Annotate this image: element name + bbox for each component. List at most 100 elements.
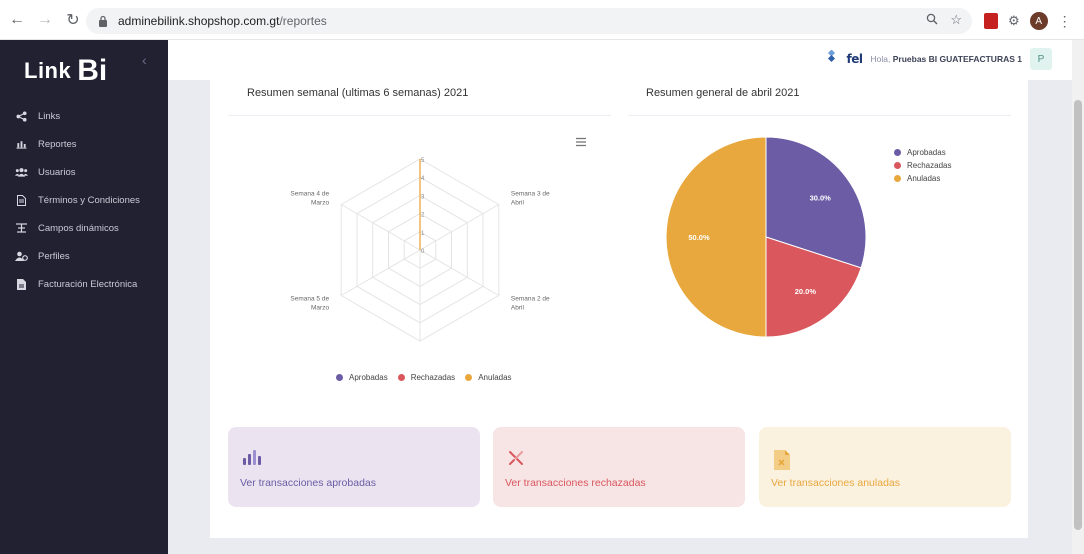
chart-menu-icon[interactable] (575, 134, 587, 152)
legend-dot-rechazadas (894, 162, 901, 169)
more-menu-icon[interactable]: ⋮ (1057, 12, 1072, 29)
zoom-icon[interactable] (926, 13, 938, 28)
weekly-summary-title: Resumen semanal (ultimas 6 semanas) 2021 (247, 87, 469, 99)
sidebar-item-perfiles[interactable]: Perfiles (0, 242, 168, 270)
extensions-icon[interactable]: ⚙ (1008, 13, 1020, 28)
approved-transactions-label: Ver transacciones aprobadas (240, 477, 377, 489)
legend-rechazadas[interactable]: Rechazadas (410, 373, 456, 382)
cross-icon (507, 449, 527, 469)
radar-spoke (340, 249, 421, 296)
legend-dot-anuladas (894, 175, 901, 182)
weekly-divider (228, 115, 611, 116)
legend-aprobadas[interactable]: Aprobadas (349, 373, 388, 382)
pdf-extension-icon[interactable] (984, 13, 998, 29)
sidebar-item-label: Reportes (38, 138, 77, 150)
share-icon (14, 109, 28, 123)
radar-tick-label: 4 (421, 176, 425, 182)
pie-legend-anuladas: Anuladas (907, 174, 941, 183)
pie-data-label: 20.0% (795, 287, 817, 296)
sidebar-item-terminos[interactable]: Términos y Condiciones (0, 186, 168, 214)
forward-icon[interactable]: → (37, 10, 53, 28)
scrollbar-thumb[interactable] (1074, 100, 1082, 530)
sidebar-item-label: Usuarios (38, 166, 76, 178)
sidebar-item-label: Links (38, 110, 61, 122)
page-scrollbar[interactable] (1072, 40, 1084, 554)
address-bar[interactable]: adminebilink.shopshop.com.gt/reportes ☆ (86, 8, 972, 34)
url-path: /reportes (279, 14, 327, 28)
top-header: fel Hola, Pruebas BI GUATEFACTURAS 1 P (168, 40, 1072, 80)
pie-legend-item[interactable]: Aprobadas (894, 148, 951, 157)
sidebar-item-label: Facturación Electrónica (38, 278, 138, 290)
pie-legend-rechazadas: Rechazadas (907, 161, 952, 170)
legend-anuladas[interactable]: Anuladas (478, 373, 512, 382)
logo-mark: Bi (77, 54, 108, 87)
approved-transactions-card[interactable]: Ver transacciones aprobadas (228, 427, 480, 507)
legend-dot-aprobadas (336, 374, 343, 381)
users-icon (14, 165, 28, 179)
sidebar-item-campos[interactable]: Campos dinámicos (0, 214, 168, 242)
sidebar-item-usuarios[interactable]: Usuarios (0, 158, 168, 186)
sidebar: Link Bi ‹ Links Reportes Usuarios Tér (0, 40, 168, 554)
pie-slice-aprobadas (765, 136, 867, 269)
general-divider (628, 115, 1011, 116)
reload-icon[interactable]: ↻ (66, 11, 80, 29)
pie-legend-item[interactable]: Rechazadas (894, 161, 951, 170)
canceled-transactions-label: Ver transacciones anuladas (771, 477, 900, 489)
logo[interactable]: Link Bi (24, 54, 107, 88)
radar-tick-label: 5 (421, 158, 425, 164)
sidebar-menu: Links Reportes Usuarios Términos y Condi… (0, 102, 168, 298)
sidebar-item-links[interactable]: Links (0, 102, 168, 130)
sidebar-item-label: Perfiles (38, 250, 70, 262)
user-avatar[interactable]: P (1030, 48, 1052, 70)
collapse-sidebar-icon[interactable]: ‹ (142, 52, 147, 68)
canceled-transactions-card[interactable]: Ver transacciones anuladas (759, 427, 1011, 507)
user-greeting: Hola, Pruebas BI GUATEFACTURAS 1 (870, 54, 1022, 64)
browser-toolbar: ← → ↻ adminebilink.shopshop.com.gt/repor… (0, 0, 1084, 40)
pie-data-label: 50.0% (688, 233, 710, 242)
document-icon (14, 193, 28, 207)
profile-avatar[interactable]: A (1029, 12, 1048, 30)
pie-chart: 30.0% 20.0% 50.0% (665, 136, 867, 338)
pie-data-label: 30.0% (810, 194, 832, 203)
lock-icon (96, 14, 110, 28)
star-icon[interactable]: ☆ (950, 12, 962, 27)
radar-category-label: Semana 5 de Marzo (290, 296, 329, 312)
radar-tick-label: 0 (421, 249, 425, 255)
radar-category-label: Semana 3 de Abril (511, 191, 550, 207)
radar-spoke (340, 204, 421, 251)
invoice-icon (14, 277, 28, 291)
sidebar-item-label: Términos y Condiciones (38, 194, 140, 206)
sidebar-item-label: Campos dinámicos (38, 222, 119, 234)
legend-dot-aprobadas (894, 149, 901, 156)
radar-tick-label: 1 (421, 231, 425, 237)
radar-category-label: Semana 4 de Abril (393, 150, 447, 151)
sidebar-item-reportes[interactable]: Reportes (0, 130, 168, 158)
legend-dot-anuladas (465, 374, 473, 381)
profiles-icon (14, 249, 28, 263)
pie-legend-aprobadas: Aprobadas (907, 148, 946, 157)
bar-chart-icon (14, 137, 28, 151)
general-summary-title: Resumen general de abril 2021 (646, 87, 800, 99)
reports-card: Resumen semanal (ultimas 6 semanas) 2021… (210, 80, 1028, 538)
pie-legend-item[interactable]: Anuladas (894, 174, 951, 183)
radar-category-label: Semana 4 de Marzo (290, 191, 329, 207)
fel-logo: fel (846, 52, 863, 66)
radar-spoke (419, 249, 500, 296)
radar-spoke (419, 204, 500, 251)
bar-chart-icon (242, 449, 262, 469)
sidebar-item-facturacion[interactable]: Facturación Electrónica (0, 270, 168, 298)
rejected-transactions-card[interactable]: Ver transacciones rechazadas (493, 427, 745, 507)
radar-legend: Aprobadas Rechazadas Anuladas (336, 373, 512, 382)
pie-slice-rechazadas (765, 236, 862, 338)
file-cancel-icon (773, 449, 793, 470)
url-domain: adminebilink.shopshop.com.gt (118, 14, 280, 28)
back-icon[interactable]: ← (9, 10, 25, 28)
pie-slice-anuladas (665, 136, 767, 338)
fields-icon (14, 221, 28, 235)
radar-category-label: Semana 2 de Abril (511, 296, 550, 312)
pie-legend: Aprobadas Rechazadas Anuladas (894, 148, 951, 183)
logo-text: Link (24, 58, 72, 83)
radar-tick-label: 2 (421, 213, 425, 219)
legend-dot-rechazadas (397, 374, 405, 381)
